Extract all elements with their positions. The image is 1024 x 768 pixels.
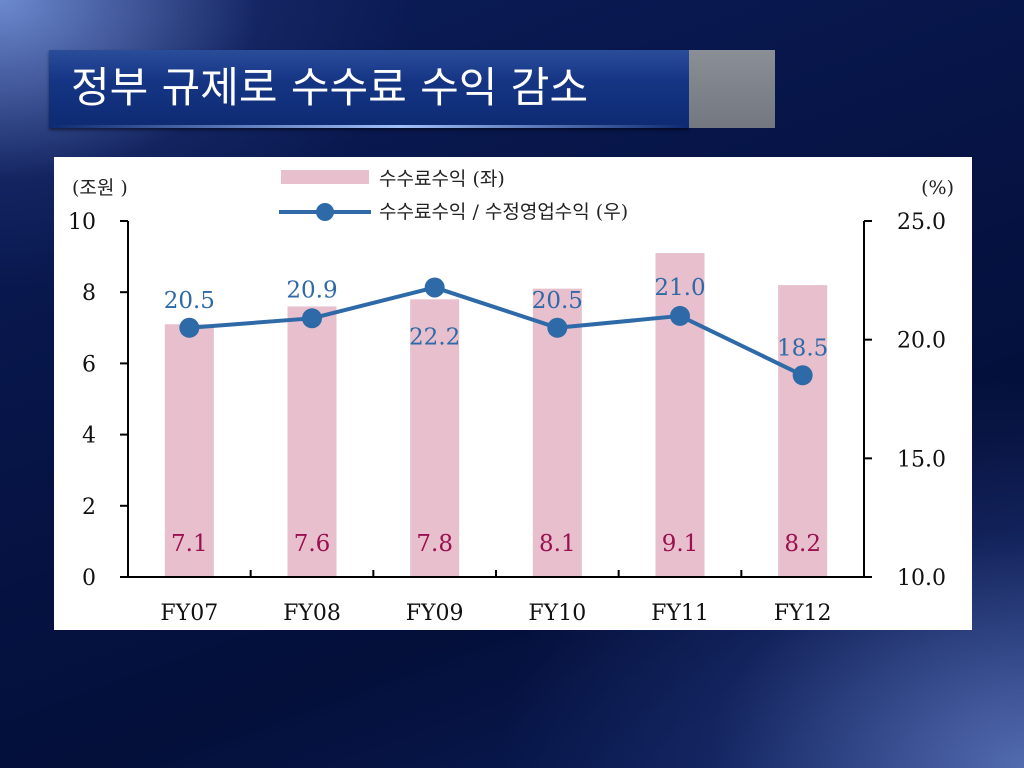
- legend-line-label: 수수료수익 / 수정영업수익 (우): [379, 201, 628, 223]
- right-axis-unit-label: (%): [921, 177, 954, 199]
- bar-value-label: 7.6: [294, 531, 331, 557]
- chart-panel: 수수료수익 (좌) 수수료수익 / 수정영업수익 (우) (조원 ) (%) 0…: [54, 157, 972, 630]
- legend-line-marker: [316, 203, 334, 221]
- line-value-label: 20.9: [286, 277, 337, 303]
- ratio-line: [189, 285, 804, 378]
- line-value-label: 20.5: [532, 288, 583, 314]
- right-axis-tick-label: 10.0: [897, 566, 946, 591]
- bar-value-label: 7.8: [416, 531, 453, 557]
- bar-FY11: [655, 253, 705, 577]
- bar-FY12: [778, 285, 828, 577]
- ratio-point-FY07: [179, 317, 200, 338]
- left-axis-tick-label: 4: [82, 424, 96, 449]
- line-value-label: 22.2: [409, 324, 460, 350]
- left-axis-tick-label: 8: [82, 281, 96, 306]
- title-bar: 정부 규제로 수수료 수익 감소: [49, 50, 689, 128]
- ratio-point-FY08: [302, 308, 322, 329]
- left-axis-unit-label: (조원 ): [72, 177, 128, 199]
- axes-layer: 0 2 4 6 8 10 10.0 15.0 20.0 25.0 FY07 FY08 FY09 FY10 F…: [68, 210, 946, 626]
- title-accent-block: [689, 50, 775, 128]
- ratio-point-FY12: [792, 365, 813, 386]
- right-axis-tick-label: 15.0: [897, 447, 946, 472]
- labels-layer: 7.1 7.6 7.8 8.1 9.1 8.2 20.5 20.9 22.2 20.5 21.0 18…: [164, 275, 829, 557]
- left-axis-tick-label: 0: [82, 566, 96, 591]
- right-axis-tick-label: 20.0: [897, 329, 946, 354]
- line-value-label: 18.5: [777, 335, 828, 361]
- x-axis-tick-label: FY07: [160, 601, 218, 626]
- right-axis-tick-label: 25.0: [897, 210, 946, 235]
- left-axis-tick-label: 6: [82, 352, 96, 377]
- line-value-label: 21.0: [654, 275, 705, 301]
- bars-layer: [164, 253, 828, 577]
- bar-value-label: 8.1: [539, 531, 576, 557]
- x-axis-tick-label: FY11: [651, 601, 709, 626]
- bar-FY08: [287, 306, 337, 577]
- bar-value-label: 8.2: [784, 531, 821, 557]
- x-axis-tick-label: FY12: [774, 601, 832, 626]
- x-axis-tick-label: FY08: [283, 601, 341, 626]
- x-axis-tick-label: FY10: [528, 601, 586, 626]
- bar-FY09: [410, 299, 460, 577]
- bar-value-label: 9.1: [662, 531, 699, 557]
- ratio-point-FY10: [547, 317, 568, 338]
- slide-title: 정부 규제로 수수료 수익 감소: [71, 63, 589, 112]
- bar-value-label: 7.1: [171, 531, 208, 557]
- combo-chart: 수수료수익 (좌) 수수료수익 / 수정영업수익 (우) (조원 ) (%) 0…: [68, 168, 954, 626]
- line-layer: [179, 277, 813, 386]
- x-axis-tick-label: FY09: [406, 601, 464, 626]
- legend-bar-label: 수수료수익 (좌): [379, 168, 505, 190]
- bar-FY07: [164, 324, 214, 577]
- ratio-point-FY09: [424, 277, 445, 298]
- left-axis-tick-label: 2: [82, 495, 96, 520]
- ratio-point-FY11: [670, 305, 690, 326]
- left-axis-tick-label: 10: [68, 210, 96, 235]
- legend-bar-swatch: [281, 170, 369, 184]
- chart-legend: 수수료수익 (좌) 수수료수익 / 수정영업수익 (우): [279, 168, 628, 223]
- line-value-label: 20.5: [164, 288, 215, 314]
